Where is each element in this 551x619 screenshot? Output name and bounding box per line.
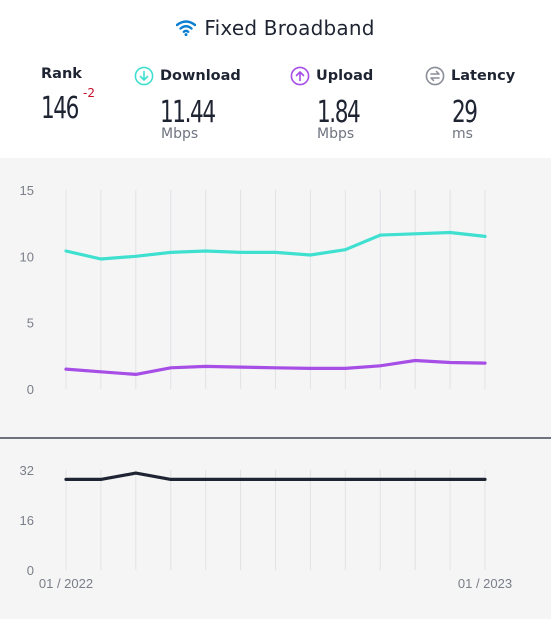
latency-chart: 32 16 0 01 / 2022 01 / 2023	[20, 463, 513, 591]
upload-unit: Mbps	[317, 126, 355, 142]
x-tick-label: 01 / 2023	[458, 576, 512, 591]
rank-label: Rank	[41, 66, 82, 82]
speed-chart: 15 10 5 0	[20, 183, 487, 397]
latency-icon	[425, 66, 445, 86]
series-line-1-1	[64, 358, 487, 376]
latency-value: 29	[452, 95, 478, 130]
download-label: Download	[160, 68, 241, 84]
latency-label-row: Latency	[425, 66, 515, 86]
wifi-icon	[176, 20, 197, 37]
y-tick-label: 32	[20, 463, 34, 478]
latency-label: Latency	[451, 68, 516, 84]
stats-row: Rank 146 -2 Download 11.44 Mbps Uploa	[0, 66, 551, 156]
page-title: Fixed Broadband	[204, 16, 375, 40]
y-tick-label: 0	[27, 382, 34, 397]
x-tick-label: 01 / 2022	[39, 576, 93, 591]
charts-svg: 15 10 5 0 32 16 0 01 / 2022 01 / 2023	[0, 183, 551, 591]
download-unit: Mbps	[161, 126, 199, 142]
y-tick-label: 15	[20, 183, 34, 198]
download-value: 11.44	[160, 95, 216, 130]
stat-download: Download 11.44 Mbps	[134, 66, 241, 142]
upload-label: Upload	[316, 68, 374, 84]
latency-unit: ms	[452, 126, 473, 142]
stat-rank: Rank 146 -2	[41, 66, 95, 126]
y-tick-label: 10	[20, 249, 34, 264]
upload-label-row: Upload	[290, 66, 376, 86]
download-label-row: Download	[134, 66, 241, 86]
rank-value: 146	[41, 91, 79, 126]
series-line-1-0	[64, 230, 487, 261]
upload-value: 1.84	[317, 95, 361, 130]
rank-change-badge: -2	[83, 86, 95, 100]
arrow-down-circle-icon	[134, 66, 154, 86]
series-line-2-0	[64, 471, 487, 481]
chart-area: 15 10 5 0 32 16 0 01 / 2022 01 / 2023	[0, 158, 551, 619]
y-tick-label: 16	[20, 513, 34, 528]
stat-upload: Upload 1.84 Mbps	[290, 66, 376, 142]
y-tick-label: 0	[27, 563, 34, 578]
title-row: Fixed Broadband	[0, 14, 551, 42]
y-tick-label: 5	[27, 316, 34, 331]
header-panel: Fixed Broadband Rank 146 -2 Download 11.…	[0, 0, 551, 158]
stat-latency: Latency 29 ms	[425, 66, 515, 142]
arrow-up-circle-icon	[290, 66, 310, 86]
